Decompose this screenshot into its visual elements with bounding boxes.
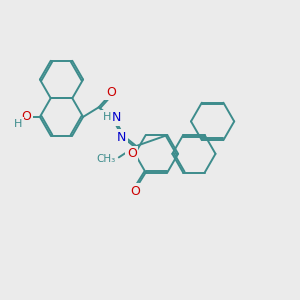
Text: H: H	[14, 118, 22, 128]
Text: N: N	[112, 111, 122, 124]
Text: N: N	[117, 130, 127, 143]
Text: O: O	[130, 185, 140, 198]
Text: O: O	[127, 147, 137, 160]
Text: O: O	[22, 110, 31, 123]
Text: H: H	[103, 112, 111, 122]
Text: O: O	[106, 86, 116, 99]
Text: CH₃: CH₃	[96, 154, 115, 164]
